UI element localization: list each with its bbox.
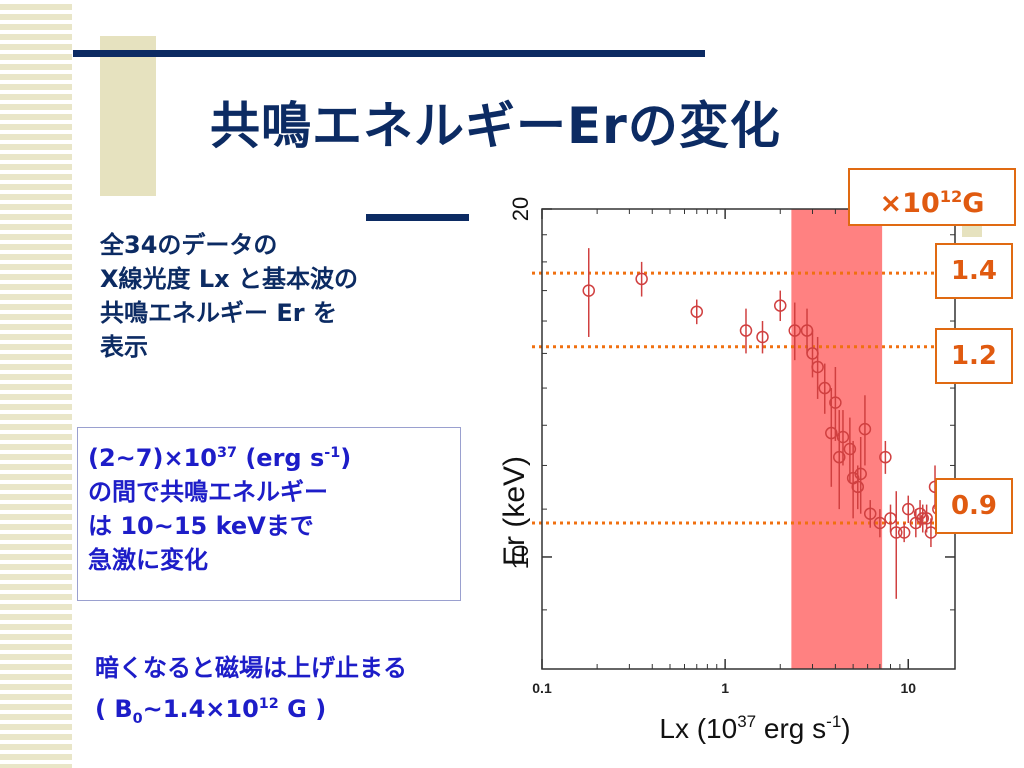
y-tick-label: 20 <box>508 197 533 221</box>
striped-margin <box>0 0 72 768</box>
x-axis-label: Lx (1037 erg s-1) <box>659 712 850 744</box>
data-point <box>811 336 824 399</box>
decorative-block-top <box>100 36 156 196</box>
data-point <box>833 410 846 510</box>
data-point <box>825 388 838 487</box>
field-value-label: 1.2 <box>935 328 1013 384</box>
data-marker <box>756 330 769 344</box>
description-line: 共鳴エネルギー Er を <box>100 299 337 327</box>
data-point <box>818 363 832 414</box>
title-rule-bottom <box>366 214 469 221</box>
data-marker <box>873 516 887 530</box>
note-line: の間で共鳴エネルギー <box>88 478 328 506</box>
x-tick-label: 0.1 <box>532 680 552 696</box>
data-marker <box>829 396 842 409</box>
data-marker <box>902 502 915 516</box>
data-point <box>854 436 867 514</box>
highlight-note-box: (2~7)×1037 (erg s-1) の間で共鳴エネルギー は 10~15 … <box>77 427 461 601</box>
data-point <box>920 504 933 533</box>
data-marker <box>897 526 911 539</box>
data-point <box>902 495 915 524</box>
data-point <box>635 261 648 297</box>
x-tick-label: 10 <box>900 680 916 696</box>
data-point <box>863 500 877 528</box>
data-point <box>690 299 704 325</box>
data-marker <box>774 299 787 312</box>
y-axis-label: Er (keV) <box>498 456 531 566</box>
data-point <box>884 504 897 533</box>
data-point <box>756 321 769 354</box>
note-line: は 10~15 keVまで <box>88 512 314 540</box>
description-line: X線光度 Lx と基本波の <box>100 265 358 293</box>
field-value-label: 0.9 <box>935 478 1013 534</box>
x-tick-label: 1 <box>721 680 729 696</box>
data-point <box>582 248 595 337</box>
data-marker <box>582 284 595 297</box>
data-point <box>774 290 787 322</box>
data-marker <box>836 430 850 444</box>
note-line: 急激に変化 <box>88 546 208 574</box>
data-point <box>858 395 872 466</box>
data-marker <box>833 450 846 464</box>
data-point <box>836 410 850 466</box>
data-point <box>788 302 802 361</box>
description-line: 表示 <box>100 333 148 361</box>
data-marker <box>843 442 857 456</box>
description-line: 全34のデータの <box>100 231 278 259</box>
bottom-note-line: 暗くなると磁場は上げ止まる <box>95 654 407 682</box>
data-point <box>739 308 753 354</box>
field-value-label: 1.4 <box>935 243 1013 299</box>
y-tick-label: 10 <box>508 545 533 569</box>
data-point <box>916 504 930 533</box>
data-marker <box>863 507 877 520</box>
bottom-note-line: ( B0~1.4×1012 G ) <box>95 695 327 727</box>
data-marker <box>851 480 865 494</box>
data-marker <box>916 512 930 525</box>
data-marker <box>635 272 648 286</box>
description-text: 全34のデータの X線光度 Lx と基本波の 共鳴エネルギー Er を 表示 <box>100 228 358 364</box>
data-point <box>851 465 865 510</box>
data-marker <box>739 324 753 337</box>
data-point <box>890 491 903 599</box>
data-point <box>879 440 892 474</box>
data-point <box>843 417 857 483</box>
highlight-band <box>791 209 883 669</box>
note-line: (2~7)×1037 (erg s-1) <box>88 444 352 472</box>
field-unit-label: ×1012G <box>848 168 1016 226</box>
data-marker <box>818 381 832 395</box>
data-marker <box>854 467 867 481</box>
data-marker <box>920 512 933 525</box>
title-rule-top <box>73 50 705 57</box>
scatter-chart: 0.1 1 10 10 20 Er (keV) Lx (1037 erg s-1) <box>498 197 956 744</box>
data-marker <box>858 422 872 436</box>
slide-title: 共鳴エネルギーErの変化 <box>210 97 781 155</box>
data-point <box>873 509 887 538</box>
data-marker <box>690 305 704 318</box>
data-marker <box>825 426 838 440</box>
data-point <box>897 523 911 543</box>
data-marker <box>788 324 802 337</box>
data-marker <box>811 360 824 374</box>
plot-frame <box>541 208 956 670</box>
bottom-note: 暗くなると磁場は上げ止まる ( B0~1.4×1012 G ) <box>95 650 407 737</box>
data-marker <box>879 450 892 464</box>
data-point <box>829 366 842 441</box>
data-marker <box>890 526 903 539</box>
